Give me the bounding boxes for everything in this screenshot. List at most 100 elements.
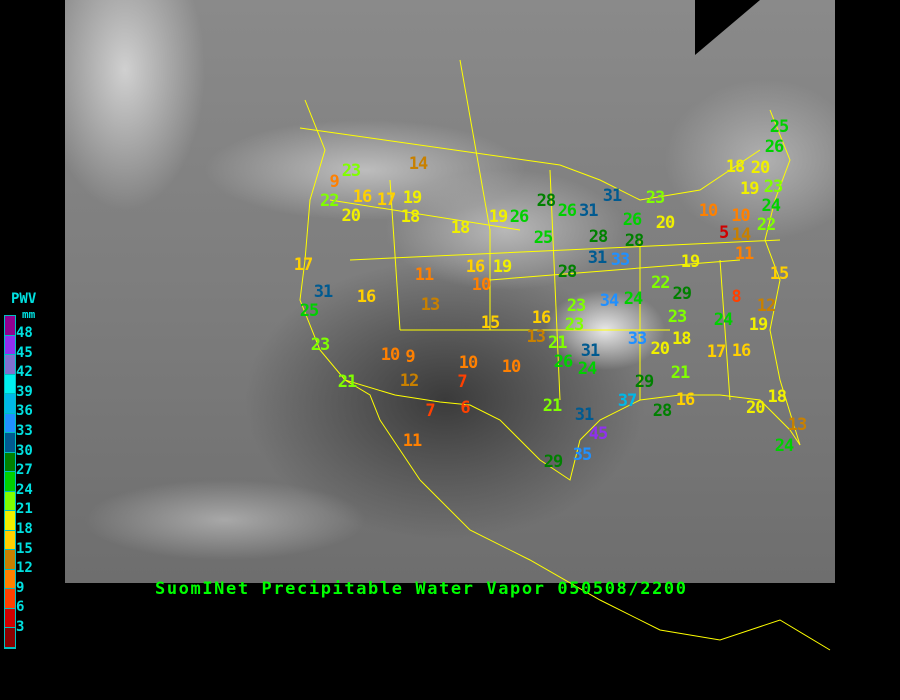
station-pwv-value: 10 <box>731 206 751 227</box>
colorbar-segment <box>5 452 15 472</box>
station-pwv-value: 11 <box>734 243 755 264</box>
station-pwv-value: 20 <box>650 339 671 359</box>
colorbar-tick-label: 39 <box>16 383 33 400</box>
station-pwv-value: 19 <box>488 207 509 227</box>
station-pwv-value: 26 <box>764 137 785 157</box>
station-pwv-value: 22 <box>320 191 340 211</box>
station-pwv-value: 7 <box>457 371 467 392</box>
station-pwv-value: 10 <box>380 345 401 365</box>
station-pwv-value: 26 <box>553 352 574 372</box>
colorbar-tick-label: 18 <box>16 521 33 537</box>
colorbar-tick-label: 36 <box>16 403 33 420</box>
station-pwv-value: 19 <box>748 314 769 335</box>
station-pwv-value: 23 <box>667 307 688 327</box>
station-pwv-value: 10 <box>458 352 479 373</box>
station-pwv-value: 29 <box>672 284 693 304</box>
station-pwv-value: 19 <box>680 252 701 272</box>
map-title: SuomINet Precipitable Water Vapor 050508… <box>155 579 688 599</box>
station-pwv-value: 31 <box>579 201 599 221</box>
station-pwv-value: 28 <box>588 227 609 247</box>
colorbar-segment <box>5 355 15 375</box>
station-pwv-value: 20 <box>750 157 771 178</box>
station-pwv-value: 21 <box>670 363 691 383</box>
station-pwv-value: 34 <box>599 291 620 311</box>
us-mexico-border <box>344 379 581 481</box>
colorbar-tick-label: 6 <box>16 599 25 616</box>
station-pwv-value: 16 <box>352 186 373 207</box>
station-pwv-value: 18 <box>767 387 788 407</box>
station-pwv-value: 26 <box>509 207 530 227</box>
station-pwv-value: 11 <box>414 265 435 285</box>
station-pwv-value: 25 <box>769 117 790 137</box>
station-pwv-value: 31 <box>602 186 623 206</box>
station-pwv-value: 13 <box>526 327 547 347</box>
colorbar-segment <box>5 394 15 414</box>
colorbar-tick-label: 42 <box>16 364 33 381</box>
colorbar-tick-label: 24 <box>16 481 33 498</box>
mexico-coast <box>419 479 831 651</box>
station-pwv-value: 21 <box>337 372 358 392</box>
colorbar-tick-label: 27 <box>16 462 33 479</box>
station-pwv-value: 19 <box>492 257 513 277</box>
station-pwv-value: 21 <box>542 396 563 416</box>
station-pwv-value: 25 <box>299 301 320 321</box>
station-pwv-value: 16 <box>731 341 752 361</box>
station-pwv-value: 12 <box>399 371 420 391</box>
station-pwv-value: 23 <box>763 176 784 197</box>
state-lines <box>329 59 781 401</box>
station-pwv-value: 16 <box>675 390 696 410</box>
station-pwv-value: 17 <box>706 342 727 362</box>
station-pwv-value: 20 <box>655 213 676 233</box>
colorbar-segment <box>5 374 15 394</box>
colorbar-tick-label: 12 <box>16 560 33 577</box>
station-pwv-value: 23 <box>564 315 585 335</box>
station-pwv-value: 31 <box>574 405 595 425</box>
colorbar-tick-label: 33 <box>16 423 33 439</box>
station-pwv-value: 45 <box>588 424 609 444</box>
station-pwv-value: 23 <box>566 296 587 316</box>
colorbar-segment <box>5 413 15 433</box>
colorbar-segment <box>5 569 15 589</box>
satellite-map <box>65 0 835 583</box>
station-pwv-value: 22 <box>756 215 777 235</box>
station-pwv-value: 37 <box>617 391 638 411</box>
station-pwv-value: 22 <box>651 273 671 293</box>
station-pwv-value: 33 <box>627 329 648 349</box>
station-pwv-value: 13 <box>420 295 441 315</box>
colorbar-segment <box>5 530 15 550</box>
colorbar-segment <box>5 472 15 492</box>
station-pwv-value: 21 <box>548 333 568 353</box>
station-pwv-value: 8 <box>731 287 741 307</box>
station-pwv-value: 10 <box>471 275 492 295</box>
station-pwv-value: 18 <box>725 157 746 177</box>
station-pwv-value: 13 <box>787 415 808 435</box>
station-pwv-value: 24 <box>713 310 734 330</box>
colorbar-tick-label: 45 <box>16 344 33 361</box>
station-pwv-value: 23 <box>310 335 331 355</box>
gulf-coast <box>579 394 801 446</box>
station-pwv-value: 28 <box>536 191 557 211</box>
station-pwv-value: 10 <box>698 201 719 221</box>
station-pwv-value: 18 <box>450 218 471 238</box>
station-pwv-value: 33 <box>610 249 631 270</box>
station-pwv-value: 16 <box>531 308 552 328</box>
station-pwv-value: 18 <box>672 329 692 349</box>
station-pwv-value: 9 <box>405 347 415 367</box>
colorbar-segment <box>5 511 15 531</box>
station-pwv-value: 24 <box>761 196 782 216</box>
colorbar-segment <box>5 491 15 511</box>
station-pwv-value: 7 <box>425 401 435 421</box>
station-pwv-value: 28 <box>557 262 578 282</box>
west-coast <box>299 99 421 481</box>
station-pwv-value: 23 <box>341 161 362 181</box>
east-coast <box>764 109 801 446</box>
station-pwv-value: 26 <box>622 210 643 230</box>
us-canada-border <box>299 127 761 201</box>
colorbar-tick-label: 48 <box>16 325 33 341</box>
colorbar-tick-label: 21 <box>16 501 33 518</box>
legend-unit: mm <box>22 308 36 321</box>
station-pwv-value: 31 <box>313 282 334 302</box>
station-pwv-value: 6 <box>460 398 470 418</box>
station-pwv-value: 31 <box>587 248 608 268</box>
